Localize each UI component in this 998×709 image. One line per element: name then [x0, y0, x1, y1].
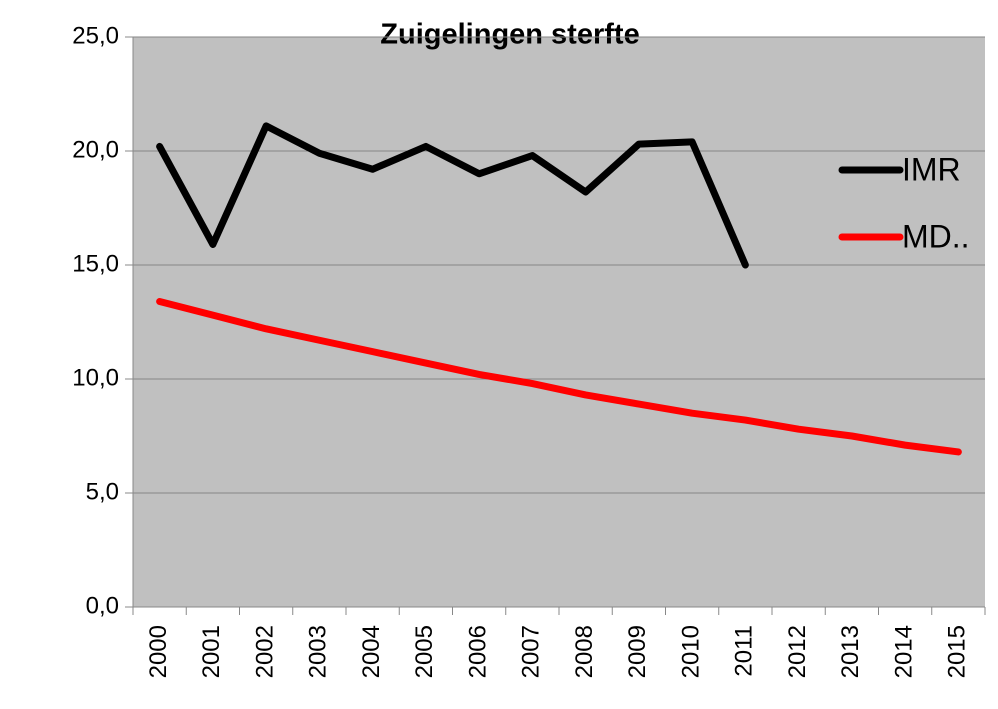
- y-tick-label: 25,0: [72, 22, 119, 49]
- x-tick-label: 2008: [571, 625, 598, 678]
- plot-area: [133, 37, 985, 607]
- x-tick-label: 2003: [305, 625, 332, 678]
- x-tick-label: 2004: [358, 625, 385, 678]
- x-tick-label: 2012: [784, 625, 811, 678]
- x-tick-label: 2002: [251, 625, 278, 678]
- y-tick-label: 10,0: [72, 364, 119, 391]
- y-tick-label: 5,0: [86, 478, 119, 505]
- series-line: [156, 122, 749, 269]
- x-tick-label: 2000: [145, 625, 172, 678]
- x-tick-label: 2001: [198, 625, 225, 678]
- y-tick-label: 15,0: [72, 250, 119, 277]
- y-tick-label: 20,0: [72, 136, 119, 163]
- x-tick-label: 2015: [944, 625, 971, 678]
- chart-title: Zuigelingen sterfte: [380, 19, 639, 51]
- x-tick-label: 2014: [890, 625, 917, 678]
- x-tick-label: 2009: [624, 625, 651, 678]
- x-tick-label: 2011: [731, 625, 758, 677]
- x-tick-label: 2007: [518, 625, 545, 678]
- x-tick-label: 2006: [464, 625, 491, 678]
- x-tick-label: 2013: [837, 625, 864, 678]
- x-tick-label: 2010: [677, 625, 704, 678]
- x-tick-label: 2005: [411, 625, 438, 678]
- legend-label: MD..: [902, 218, 970, 254]
- y-tick-label: 0,0: [86, 592, 119, 619]
- legend-label: IMR: [902, 151, 961, 187]
- series-line: [156, 297, 962, 456]
